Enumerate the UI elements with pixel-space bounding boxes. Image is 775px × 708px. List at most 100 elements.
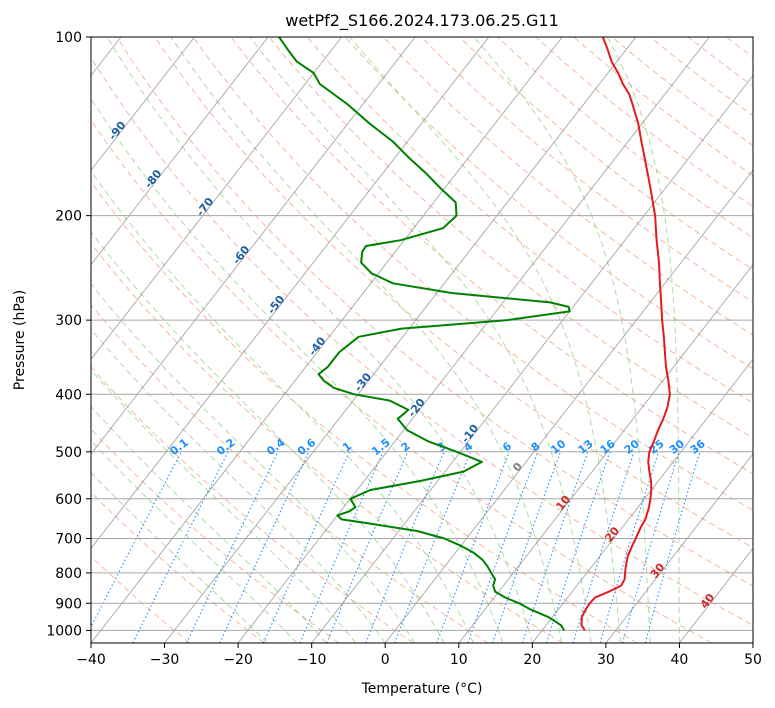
temperature-profile-line [580,37,671,631]
isotherm-label: -30 [352,370,375,394]
dry-adiabat-line [421,37,753,303]
dry-adiabat-line [91,181,638,643]
mixing-ratio-line [546,451,611,643]
x-tick-label: 50 [744,652,762,668]
dry-adiabat-line [91,491,265,643]
moist-adiabat-line [91,231,445,643]
isotherm-line [91,37,269,266]
isotherm-label: -60 [230,243,253,267]
dry-adiabat-line [154,37,753,549]
dry-adiabat-line [535,37,753,208]
y-tick-label: 900 [55,596,82,612]
mixing-ratio-line [622,451,680,643]
moist-adiabat-line [91,170,474,643]
dry-adiabat-line [306,37,753,404]
isotherm-line [458,263,753,643]
isotherm-line [311,74,753,643]
mixing-ratio-label: 16 [598,437,618,457]
isotherm-line [237,37,710,643]
moist-adiabat-line [91,471,268,643]
mixing-ratio-line [436,451,510,643]
mixing-ratio-label: 1.5 [369,436,392,458]
isotherm-label: 30 [648,560,668,580]
mixing-ratio-line [599,451,660,643]
moist-adiabat-line [473,37,651,643]
y-tick-label: 600 [55,492,82,508]
moist-adiabat-line [606,37,680,643]
moist-adiabat-line [91,97,504,643]
x-tick-label: −20 [223,652,253,668]
dry-adiabat-line [230,37,753,475]
isotherm-label: -50 [265,293,288,317]
mixing-ratio-label: 0.6 [295,436,319,458]
moist-adiabat-line [249,37,592,643]
mixing-ratio-line [365,451,445,643]
isotherm-label: -80 [142,167,165,191]
x-tick-label: 10 [450,652,468,668]
isotherm-line [531,358,753,643]
dry-adiabat-line [116,37,753,587]
plot-frame [90,36,754,644]
mixing-ratio-label: 1 [340,440,354,455]
y-tick-label: 700 [55,532,82,548]
mixing-ratio-line [521,451,589,643]
isotherm-line [91,37,563,643]
moist-adiabat-line [170,37,563,643]
isotherm-label: 40 [698,591,718,611]
mixing-ratio-line [91,451,182,629]
mixing-ratio-line [492,451,562,643]
isotherm-label: -100 [10,141,37,171]
dry-adiabat-line [383,37,753,336]
axes: −40 −30 −20 −10 0 10 20 30 40 5010020030040050060… [46,30,762,668]
moist-adiabat-line [106,37,533,643]
isotherm-line [91,37,416,455]
moist-adiabat-line [91,406,327,643]
dry-adiabat-line [91,304,489,643]
isotherm-label: 0 [510,460,525,474]
isotherm-label: 20 [602,524,622,544]
dry-adiabat-line [91,555,191,643]
dry-adiabat-line [192,37,753,511]
dewpoint-profile-line [278,37,571,631]
mixing-ratio-label: 30 [667,437,687,457]
mixing-ratio-line [644,451,701,643]
x-tick-label: −30 [150,652,180,668]
y-tick-label: 1000 [46,623,82,639]
mixing-ratio-line [132,451,229,643]
x-tick-label: −10 [297,652,327,668]
isotherm-line [752,642,753,643]
dry-adiabat-line [91,428,340,643]
dry-adiabat-line [91,56,753,626]
isotherm-line [91,37,490,550]
mixing-ratio-label: 0.2 [214,436,237,458]
x-tick-label: 0 [381,652,390,668]
dry-adiabat-line [268,37,753,439]
y-tick-label: 100 [55,30,82,46]
mixing-ratio-label: 20 [622,437,642,457]
isotherm-line [605,453,753,643]
dry-adiabat-line [91,366,414,643]
isotherm-label: -10 [459,422,482,446]
inline-labels: 0.1 0.2 0.4 0.6 1 1.5 2 3 4 6 8 10 13 16 20 25 30 36-100-… [10,119,718,612]
mixing-ratio-line [299,451,384,643]
profile-series [278,37,671,631]
x-tick-label: 20 [523,652,541,668]
isotherm-line [384,169,753,643]
dry-adiabat-line [573,37,753,177]
dry-adiabat-line [687,37,753,87]
y-axis-title: Pressure (hPa) [12,290,28,390]
isotherm-label: 10 [553,493,573,513]
mixing-ratio-line [326,451,409,643]
mixing-ratio-label: 0.4 [264,436,288,458]
y-tick-label: 300 [55,313,82,329]
x-tick-label: 30 [597,652,615,668]
isotherm-label: -40 [306,334,329,358]
moist-adiabat-line [91,369,357,643]
isotherm-label: -90 [106,119,129,143]
x-axis-title: Temperature (°C) [361,681,483,697]
moist-adiabat-line [349,37,622,643]
isotherm-line [91,37,343,361]
x-tick-label: 40 [671,652,689,668]
